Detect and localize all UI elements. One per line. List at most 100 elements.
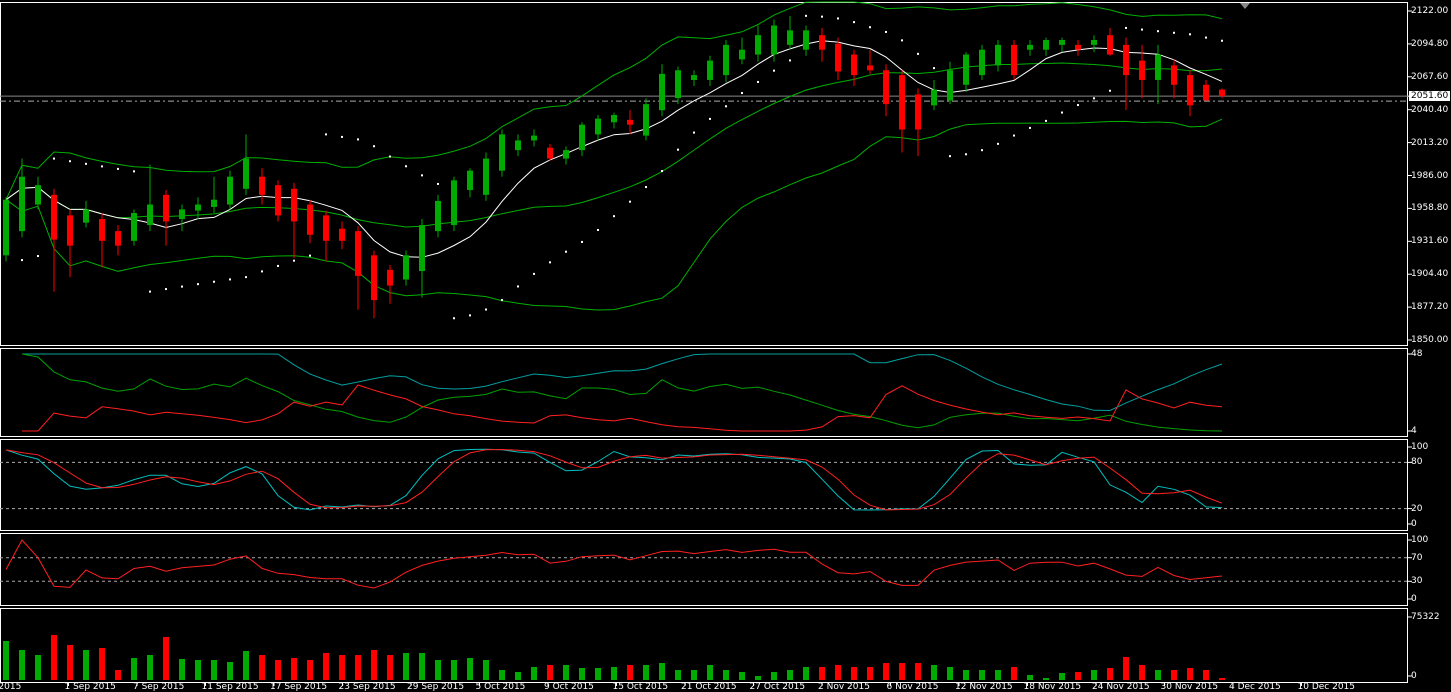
volume-bar <box>51 634 57 680</box>
volume-bar <box>163 636 169 680</box>
volume-bar <box>723 669 729 680</box>
sar-dot <box>917 52 919 55</box>
candle <box>1171 59 1177 99</box>
sar-dot <box>1189 33 1191 36</box>
volume-bar <box>147 654 153 680</box>
candle <box>963 52 969 93</box>
candle <box>563 146 569 165</box>
candle-body <box>115 231 121 246</box>
date-axis-label: 10 Dec 2015 <box>1297 682 1356 692</box>
sar-dot <box>533 272 535 275</box>
volume-bar <box>627 664 633 680</box>
date-axis-label: 4 Dec 2015 <box>1229 682 1281 692</box>
candle <box>355 226 361 310</box>
volume-bar <box>579 667 585 680</box>
sar-dot <box>741 92 743 95</box>
price-axis-label: 2067.60 <box>1411 71 1449 82</box>
sar-dot <box>373 145 375 148</box>
candle-body <box>723 44 729 76</box>
candle <box>979 44 985 80</box>
volume-bar <box>371 649 377 680</box>
candle <box>1155 44 1161 105</box>
sar-dot <box>837 17 839 20</box>
sar-dot <box>453 317 455 320</box>
candle <box>483 152 489 201</box>
sar-dot <box>341 135 343 138</box>
candle-body <box>243 158 249 189</box>
sar-dot <box>613 215 615 218</box>
volume-bar <box>979 669 985 680</box>
candle <box>707 55 713 86</box>
sar-dot <box>949 155 951 158</box>
candle-body <box>467 170 473 191</box>
volume-bar <box>35 654 41 680</box>
volume-bar <box>1091 669 1097 680</box>
candle <box>819 27 825 62</box>
date-axis-label: 27 Oct 2015 <box>749 682 806 692</box>
volume-bar <box>787 669 793 680</box>
volume-bar <box>1059 672 1065 680</box>
sar-dot <box>389 155 391 158</box>
moving-average-line <box>5 40 1223 258</box>
candle-body <box>595 118 601 135</box>
volume-bar <box>275 659 281 680</box>
price-axis-label: 2094.80 <box>1411 38 1449 49</box>
candle <box>307 199 313 244</box>
candle <box>1203 79 1209 101</box>
adx-axis-label: 4 <box>1411 426 1417 436</box>
candle <box>403 250 409 286</box>
volume-bar <box>851 666 857 680</box>
sar-dot <box>85 162 87 165</box>
volume-bar <box>547 664 553 680</box>
volume-bar <box>483 659 489 680</box>
candle <box>387 265 393 304</box>
candle-body <box>387 269 393 286</box>
candle <box>1123 37 1129 111</box>
sar-dot <box>501 299 503 302</box>
volume-bar <box>99 647 105 680</box>
candle-body <box>1219 89 1225 97</box>
candle-body <box>1075 44 1081 50</box>
candle <box>83 200 89 228</box>
panel-frame <box>0 533 1408 606</box>
price-axis-label: 2013.20 <box>1411 137 1449 148</box>
candle-body <box>675 70 681 99</box>
date-axis-label: 21 Oct 2015 <box>681 682 737 692</box>
date-axis-label: 23 Sep 2015 <box>338 682 396 692</box>
candle-body <box>1043 40 1049 50</box>
date-axis-label: 2 Nov 2015 <box>818 682 870 692</box>
candle-body <box>147 204 153 226</box>
rsi-axis-label: 0 <box>1411 594 1417 604</box>
candle-body <box>611 115 617 123</box>
panel-frame <box>0 439 1408 531</box>
candle <box>1139 44 1145 99</box>
candle-body <box>883 70 889 105</box>
sar-dot <box>117 167 119 170</box>
candle <box>915 88 921 157</box>
price-axis-label: 1904.40 <box>1411 269 1449 280</box>
price-axis-label: 2040.40 <box>1411 104 1449 115</box>
volume-bar <box>691 669 697 680</box>
volume-bar <box>771 671 777 680</box>
candle <box>515 134 521 157</box>
volume-bar <box>307 659 313 680</box>
candle-body <box>931 89 937 106</box>
date-axis-label: 30 Nov 2015 <box>1160 682 1219 692</box>
candle <box>451 176 457 232</box>
candle-body <box>499 134 505 171</box>
candle <box>1219 88 1225 99</box>
sar-dot <box>293 259 295 262</box>
sar-dot <box>661 170 663 173</box>
rsi-line <box>5 539 1223 589</box>
volume-bar <box>131 657 137 680</box>
candle-body <box>323 215 329 241</box>
stoch-axis-label: 80 <box>1411 457 1423 468</box>
candle-body <box>691 75 697 80</box>
candle <box>531 129 537 147</box>
candle-body <box>179 209 185 220</box>
sar-dot <box>1093 97 1095 100</box>
sar-dot <box>197 283 199 286</box>
candle <box>899 70 905 153</box>
adx-line <box>22 353 1223 412</box>
